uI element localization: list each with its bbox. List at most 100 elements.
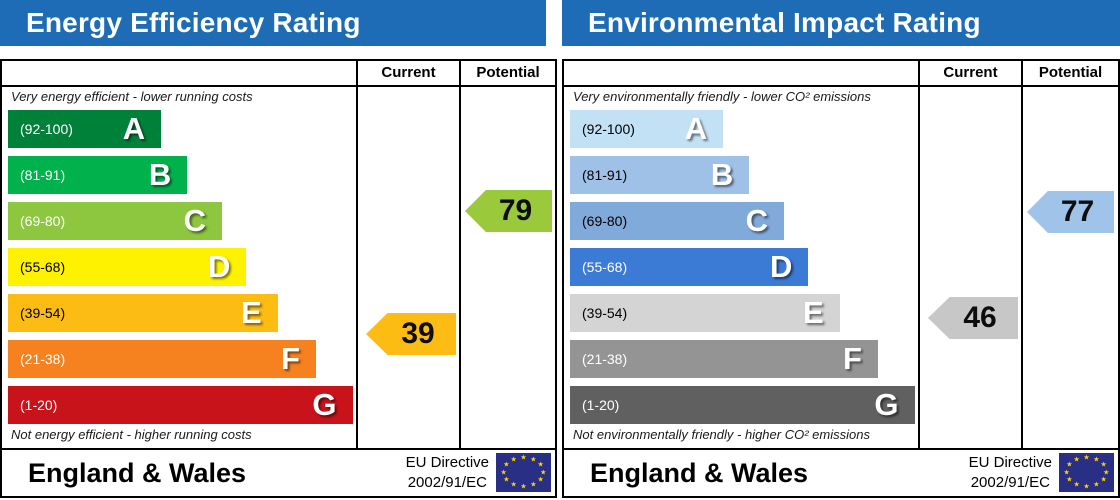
bottom-caption: Not environmentally friendly - higher CO…	[573, 427, 870, 442]
band-range-label: (39-54)	[20, 305, 66, 321]
rating-band-d: (55-68) D	[8, 248, 247, 286]
eu-flag-star: ★	[530, 456, 537, 464]
eu-flag-star: ★	[1083, 454, 1090, 462]
band-range-label: (92-100)	[582, 121, 635, 137]
eu-flag-star: ★	[1100, 461, 1107, 469]
potential-column-header: Potential	[476, 64, 540, 81]
eu-flag-star: ★	[1073, 456, 1080, 464]
current-rating-value: 39	[401, 317, 435, 350]
region-label: England & Wales	[28, 458, 247, 488]
band-range-label: (39-54)	[582, 305, 628, 321]
eu-flag-star: ★	[537, 461, 544, 469]
rating-band-f: (21-38) F	[570, 340, 878, 378]
top-caption: Very environmentally friendly - lower CO…	[573, 89, 871, 104]
band-range-label: (21-38)	[582, 351, 628, 367]
footer-divider	[564, 448, 1118, 450]
eu-flag-star: ★	[520, 483, 527, 491]
eu-flag-star: ★	[503, 461, 510, 469]
eu-flag-star: ★	[503, 476, 510, 484]
environmental-impact-chart: Environmental Impact Rating Current Pote…	[562, 0, 1120, 500]
rating-table: Current Potential Very energy efficient …	[0, 59, 557, 498]
band-letter: F	[843, 341, 862, 376]
eu-flag: ★ ★ ★ ★ ★ ★ ★ ★ ★ ★ ★ ★	[1059, 453, 1114, 492]
eu-flag-star: ★	[537, 476, 544, 484]
current-rating-arrow: 39	[366, 313, 456, 355]
eu-directive-line2: 2002/91/EC	[970, 474, 1050, 491]
eu-flag: ★ ★ ★ ★ ★ ★ ★ ★ ★ ★ ★ ★	[496, 453, 551, 492]
current-rating-arrow: 46	[928, 297, 1018, 339]
eu-flag-star: ★	[1093, 456, 1100, 464]
band-range-label: (92-100)	[20, 121, 73, 137]
eu-directive-line1: EU Directive	[968, 454, 1052, 471]
rating-table: Current Potential Very environmentally f…	[562, 59, 1120, 498]
band-letter: E	[241, 295, 262, 330]
band-range-label: (1-20)	[20, 397, 58, 413]
eu-flag-star: ★	[1100, 476, 1107, 484]
band-range-label: (81-91)	[582, 167, 628, 183]
band-letter: A	[122, 111, 146, 146]
potential-column-header: Potential	[1038, 64, 1103, 81]
eu-flag-star: ★	[1103, 469, 1110, 476]
band-range-label: (1-20)	[582, 397, 620, 413]
rating-band-d: (55-68) D	[570, 248, 809, 286]
band-letter: F	[281, 341, 300, 376]
band-range-label: (21-38)	[20, 351, 66, 367]
band-range-label: (55-68)	[20, 259, 66, 275]
column-divider	[459, 61, 461, 450]
rating-band-f: (21-38) F	[8, 340, 316, 378]
header-divider	[564, 85, 1118, 87]
current-column-header: Current	[943, 64, 998, 81]
footer-divider	[2, 448, 555, 450]
rating-band-g: (1-20) G	[570, 386, 915, 424]
eu-flag-star: ★	[540, 469, 547, 476]
eu-flag-star: ★	[510, 481, 517, 489]
eu-flag-star: ★	[1083, 483, 1090, 491]
band-letter: D	[769, 249, 793, 284]
band-letter: B	[148, 157, 172, 192]
chart-title-bar: Environmental Impact Rating	[562, 0, 1120, 46]
potential-rating-arrow: 79	[465, 190, 552, 232]
band-range-label: (55-68)	[582, 259, 628, 275]
rating-band-a: (92-100) A	[8, 110, 162, 148]
eu-flag-star: ★	[1066, 476, 1073, 484]
rating-band-b: (81-91) B	[8, 156, 188, 194]
current-column-header: Current	[381, 64, 436, 81]
eu-flag-star: ★	[500, 469, 507, 476]
eu-directive-line1: EU Directive	[405, 454, 489, 471]
rating-band-c: (69-80) C	[8, 202, 223, 240]
chart-title-bar: Energy Efficiency Rating	[0, 0, 546, 46]
eu-directive-label: EU Directive 2002/91/EC	[969, 453, 1052, 493]
energy-efficiency-chart: Energy Efficiency Rating Current Potenti…	[0, 0, 557, 500]
rating-band-g: (1-20) G	[8, 386, 353, 424]
eu-flag-star: ★	[510, 456, 517, 464]
current-rating-value: 46	[963, 301, 997, 334]
header-divider	[2, 85, 555, 87]
rating-band-a: (92-100) A	[570, 110, 724, 148]
eu-flag-star: ★	[520, 454, 527, 462]
eu-flag-star: ★	[1093, 481, 1100, 489]
eu-flag-star: ★	[530, 481, 537, 489]
column-divider	[918, 61, 920, 450]
eu-directive-label: EU Directive 2002/91/EC	[406, 453, 489, 493]
rating-band-b: (81-91) B	[570, 156, 750, 194]
top-caption: Very energy efficient - lower running co…	[11, 89, 253, 104]
rating-band-e: (39-54) E	[8, 294, 278, 332]
eu-flag-star: ★	[1063, 469, 1070, 476]
rating-band-e: (39-54) E	[570, 294, 840, 332]
bottom-caption: Not energy efficient - higher running co…	[11, 427, 252, 442]
band-letter: E	[803, 295, 824, 330]
potential-rating-value: 77	[1060, 195, 1095, 228]
band-letter: A	[684, 111, 708, 146]
eu-flag-star: ★	[1073, 481, 1080, 489]
eu-directive-line2: 2002/91/EC	[407, 474, 487, 491]
band-letter: G	[874, 387, 899, 422]
rating-band-c: (69-80) C	[570, 202, 785, 240]
chart-title: Energy Efficiency Rating	[26, 7, 361, 38]
band-letter: C	[183, 203, 207, 238]
band-letter: D	[207, 249, 231, 284]
band-range-label: (69-80)	[582, 213, 628, 229]
eu-flag-star: ★	[1066, 461, 1073, 469]
band-letter: G	[312, 387, 337, 422]
region-label: England & Wales	[590, 458, 809, 488]
